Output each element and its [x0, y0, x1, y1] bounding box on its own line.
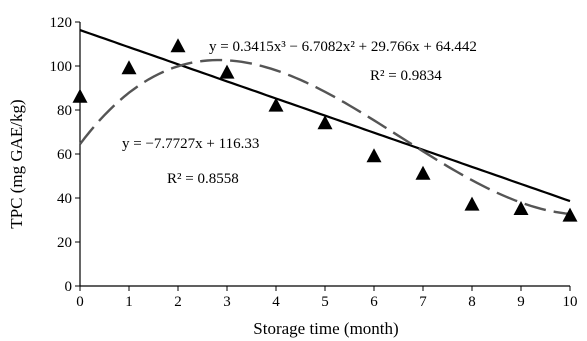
data-point-triangle [562, 207, 578, 222]
y-tick-label: 120 [50, 15, 73, 31]
x-tick-label: 3 [223, 294, 231, 310]
x-tick-label: 1 [125, 294, 133, 310]
data-point-triangle [170, 38, 186, 53]
axes [79, 22, 570, 287]
x-tick-label: 6 [370, 294, 378, 310]
data-markers [72, 38, 578, 222]
cubic-fit-line [79, 58, 571, 216]
data-point-triangle [317, 115, 333, 130]
data-point-triangle [268, 97, 284, 112]
x-tick-label: 10 [563, 294, 578, 310]
y-tick-label: 40 [57, 191, 72, 207]
y-tick-label: 80 [57, 103, 72, 119]
x-tick-label: 2 [174, 294, 182, 310]
y-tick-label: 20 [57, 235, 72, 251]
y-tick-label: 0 [65, 279, 73, 295]
data-point-triangle [415, 165, 431, 180]
x-axis-ticks: 0 1 2 3 4 5 6 7 8 9 10 [76, 286, 578, 310]
cubic-fit-r2: R² = 0.9834 [370, 68, 442, 84]
linear-fit-r2: R² = 0.8558 [167, 171, 239, 187]
x-tick-label: 4 [272, 294, 280, 310]
data-point-triangle [219, 64, 235, 79]
x-tick-label: 5 [321, 294, 329, 310]
x-tick-label: 7 [419, 294, 427, 310]
data-point-triangle [72, 88, 88, 103]
y-axis-label: TPC (mg GAE/kg) [7, 99, 26, 228]
data-point-triangle [464, 196, 480, 211]
y-tick-label: 100 [50, 59, 73, 75]
data-point-triangle [121, 60, 137, 75]
x-tick-label: 8 [468, 294, 476, 310]
x-axis-label: Storage time (month) [253, 319, 398, 338]
data-point-triangle [366, 148, 382, 163]
cubic-fit-equation: y = 0.3415x³ − 6.7082x² + 29.766x + 64.4… [209, 39, 477, 55]
x-tick-label: 9 [517, 294, 525, 310]
x-tick-label: 0 [76, 294, 84, 310]
y-tick-label: 60 [57, 147, 72, 163]
data-point-triangle [513, 201, 529, 215]
linear-fit-equation: y = −7.7727x + 116.33 [122, 136, 259, 152]
y-axis-ticks: 0 20 40 60 80 100 120 [50, 15, 80, 295]
